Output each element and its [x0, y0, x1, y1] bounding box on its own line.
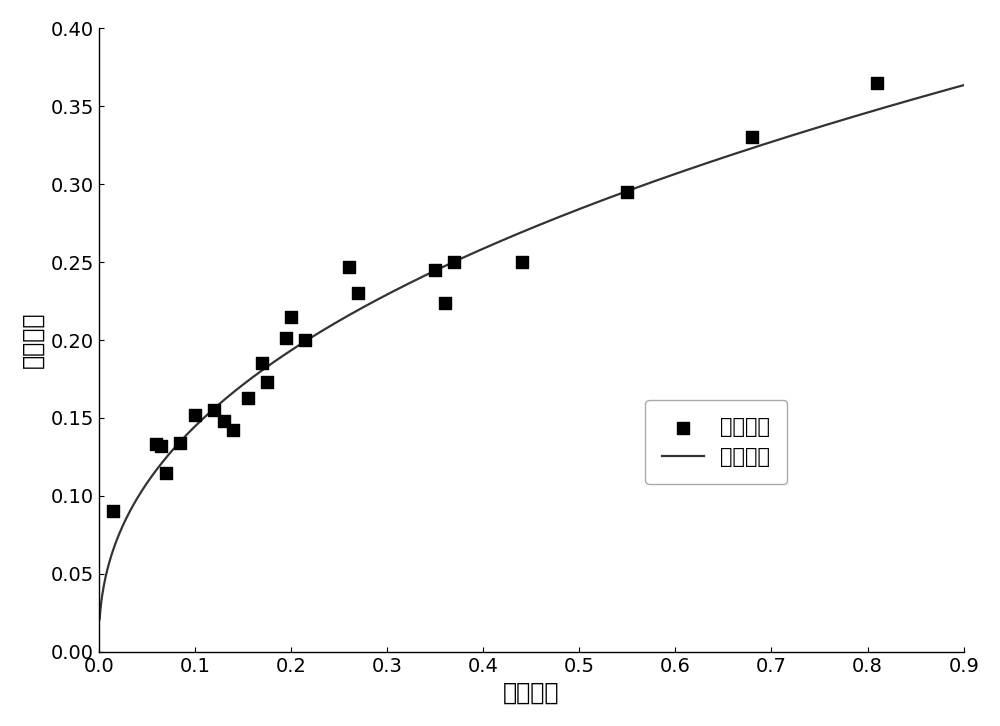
试验数据: [744, 131, 760, 143]
试验数据: [297, 334, 313, 346]
试验数据: [105, 506, 121, 518]
试验数据: [206, 404, 222, 416]
试验数据: [869, 77, 885, 89]
本构模型: [958, 81, 970, 89]
试验数据: [446, 256, 462, 268]
试验数据: [187, 409, 203, 420]
试验数据: [254, 358, 270, 370]
试验数据: [283, 311, 299, 322]
试验数据: [619, 186, 635, 197]
本构模型: [687, 163, 699, 172]
试验数据: [240, 392, 256, 404]
试验数据: [225, 425, 241, 436]
试验数据: [514, 256, 530, 268]
试验数据: [278, 333, 294, 344]
本构模型: [783, 132, 795, 141]
试验数据: [427, 264, 443, 276]
试验数据: [148, 439, 164, 450]
试验数据: [437, 297, 453, 309]
试验数据: [341, 261, 357, 272]
试验数据: [350, 287, 366, 299]
本构模型: [94, 615, 106, 624]
Line: 本构模型: 本构模型: [100, 85, 964, 619]
本构模型: [474, 245, 486, 254]
Legend: 试验数据, 本构模型: 试验数据, 本构模型: [645, 400, 787, 484]
Y-axis label: 损伤变量: 损伤变量: [21, 311, 45, 368]
X-axis label: 塑性应变: 塑性应变: [503, 681, 559, 705]
试验数据: [216, 415, 232, 427]
试验数据: [158, 467, 174, 478]
试验数据: [172, 437, 188, 449]
本构模型: [767, 137, 779, 146]
试验数据: [259, 376, 275, 388]
本构模型: [443, 260, 455, 269]
试验数据: [153, 440, 169, 452]
本构模型: [182, 429, 194, 438]
